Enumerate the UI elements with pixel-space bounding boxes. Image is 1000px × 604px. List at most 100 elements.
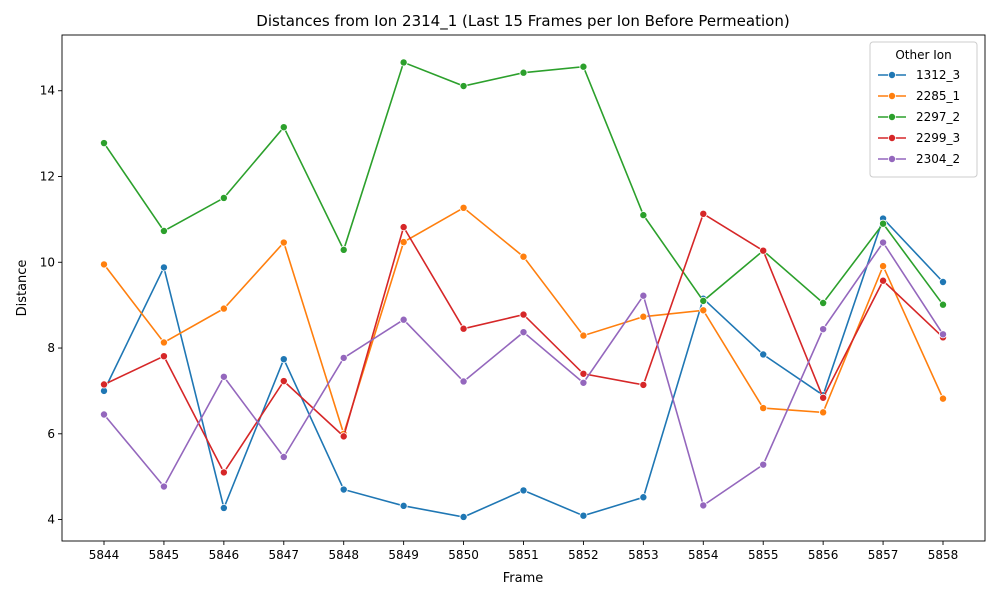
data-point bbox=[100, 260, 109, 269]
legend-label: 2297_2 bbox=[916, 110, 960, 124]
x-tick-label: 5848 bbox=[328, 548, 359, 562]
x-tick-label: 5853 bbox=[628, 548, 659, 562]
x-tick-label: 5845 bbox=[149, 548, 180, 562]
x-tick-label: 5847 bbox=[269, 548, 300, 562]
legend-title: Other Ion bbox=[895, 48, 951, 62]
data-point bbox=[939, 277, 948, 286]
plot-frame bbox=[61, 34, 986, 542]
data-point bbox=[879, 276, 888, 285]
data-point bbox=[639, 211, 648, 220]
x-tick-label: 5858 bbox=[928, 548, 959, 562]
y-axis: 4 6 8 10 12 14 bbox=[40, 84, 62, 527]
data-point bbox=[399, 223, 408, 232]
y-tick-label: 4 bbox=[47, 513, 55, 527]
data-point bbox=[699, 296, 708, 305]
data-point bbox=[159, 263, 168, 272]
legend: Other Ion 1312_3 2285_1 2297_2 2299_3 2304_2 bbox=[869, 41, 978, 178]
data-point bbox=[459, 82, 468, 91]
legend-marker bbox=[888, 92, 897, 101]
data-point bbox=[219, 503, 228, 512]
x-tick-label: 5854 bbox=[688, 548, 719, 562]
y-tick-label: 6 bbox=[47, 427, 55, 441]
data-point bbox=[879, 238, 888, 247]
data-point bbox=[279, 355, 288, 364]
data-point bbox=[819, 325, 828, 334]
data-point bbox=[759, 460, 768, 469]
y-tick-label: 14 bbox=[40, 84, 55, 98]
data-point bbox=[819, 393, 828, 402]
data-point bbox=[519, 252, 528, 261]
data-point bbox=[699, 209, 708, 218]
data-point bbox=[339, 432, 348, 441]
data-point bbox=[459, 203, 468, 212]
data-point bbox=[759, 350, 768, 359]
data-point bbox=[339, 245, 348, 254]
data-point bbox=[759, 404, 768, 413]
data-point bbox=[159, 352, 168, 361]
x-tick-label: 5852 bbox=[568, 548, 599, 562]
x-tick-label: 5856 bbox=[808, 548, 839, 562]
data-point bbox=[699, 501, 708, 510]
series-line-1312_3 bbox=[103, 216, 944, 518]
data-point bbox=[939, 394, 948, 403]
data-point bbox=[819, 408, 828, 417]
data-point bbox=[939, 300, 948, 309]
data-point bbox=[459, 324, 468, 333]
data-point bbox=[279, 452, 288, 461]
data-point bbox=[699, 306, 708, 315]
legend-marker bbox=[888, 154, 897, 163]
data-point bbox=[159, 482, 168, 491]
legend-marker bbox=[888, 133, 897, 142]
data-point bbox=[219, 372, 228, 381]
x-tick-label: 5851 bbox=[508, 548, 539, 562]
y-axis-label: Distance bbox=[15, 260, 30, 317]
y-tick-label: 8 bbox=[47, 341, 55, 355]
x-axis: 5844 5845 5846 5847 5848 5849 5850 5851 5852 5853… bbox=[89, 541, 959, 562]
x-tick-label: 5850 bbox=[448, 548, 479, 562]
data-point bbox=[519, 68, 528, 77]
data-point bbox=[339, 485, 348, 494]
legend-marker bbox=[888, 113, 897, 122]
y-tick-label: 10 bbox=[40, 255, 55, 269]
data-point bbox=[279, 123, 288, 132]
data-point bbox=[639, 312, 648, 321]
data-point bbox=[100, 380, 109, 389]
data-point bbox=[159, 338, 168, 347]
data-point bbox=[399, 315, 408, 324]
data-point bbox=[159, 226, 168, 235]
legend-label: 1312_3 bbox=[916, 68, 960, 82]
series-line-2285_1 bbox=[103, 206, 944, 437]
legend-label: 2304_2 bbox=[916, 152, 960, 166]
data-point bbox=[579, 378, 588, 387]
data-point bbox=[519, 328, 528, 337]
data-point bbox=[759, 246, 768, 255]
y-tick-label: 12 bbox=[40, 170, 55, 184]
data-point bbox=[639, 493, 648, 502]
legend-marker bbox=[888, 71, 897, 80]
x-tick-label: 5857 bbox=[868, 548, 899, 562]
data-point bbox=[459, 377, 468, 386]
data-point bbox=[579, 62, 588, 71]
data-point bbox=[219, 193, 228, 202]
data-point bbox=[939, 330, 948, 339]
x-tick-label: 5849 bbox=[388, 548, 419, 562]
data-point bbox=[519, 486, 528, 495]
data-point bbox=[100, 139, 109, 148]
data-point bbox=[879, 219, 888, 228]
x-tick-label: 5844 bbox=[89, 548, 120, 562]
plot-area bbox=[61, 34, 986, 542]
x-axis-label: Frame bbox=[503, 571, 544, 586]
data-point bbox=[279, 238, 288, 247]
data-point bbox=[639, 380, 648, 389]
chart-title: Distances from Ion 2314_1 (Last 15 Frame… bbox=[256, 12, 789, 31]
data-point bbox=[399, 58, 408, 67]
data-point bbox=[879, 262, 888, 271]
series-line-2304_2 bbox=[103, 241, 944, 507]
data-point bbox=[279, 377, 288, 386]
x-tick-label: 5855 bbox=[748, 548, 779, 562]
data-point bbox=[459, 512, 468, 521]
legend-label: 2299_3 bbox=[916, 131, 960, 145]
series-line-2297_2 bbox=[103, 61, 944, 306]
